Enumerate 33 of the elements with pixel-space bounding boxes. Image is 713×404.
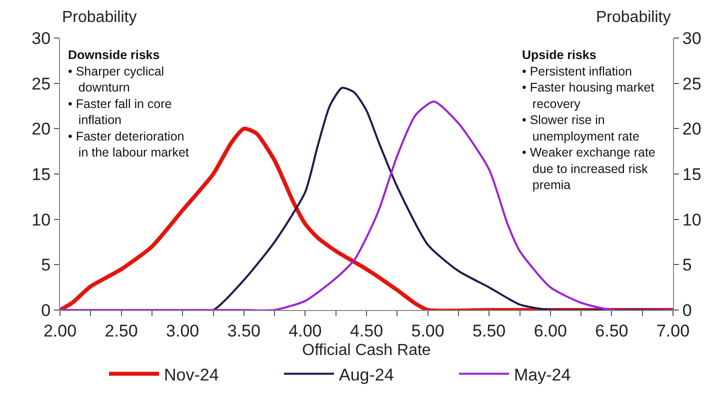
y-tick-label: 10 [32, 210, 51, 230]
legend-label: May-24 [514, 365, 571, 384]
y2-tick-label: 5 [682, 256, 692, 275]
y2-tick-label: 25 [682, 74, 702, 94]
x-tick-label: 4.00 [288, 321, 322, 340]
x-tick-label: 6.00 [534, 321, 567, 340]
x-tick-label: 2.50 [104, 321, 138, 340]
y-tick-label: 0 [41, 300, 51, 320]
x-tick-label: 5.00 [411, 321, 444, 340]
y-tick-label: 25 [32, 74, 51, 94]
x-tick-label: 2.00 [43, 321, 77, 340]
y-tick-label: 15 [32, 164, 51, 184]
x-tick-label: 6.50 [595, 321, 628, 340]
y2-tick-label: 30 [682, 28, 702, 48]
x-tick-label: 7.00 [656, 321, 690, 340]
y2-tick-label: 15 [682, 164, 702, 184]
y2-tick-label: 20 [682, 120, 702, 139]
y-tick-label: 20 [32, 120, 51, 139]
y-axis-title: Probability [62, 9, 137, 26]
x-axis-title: Official Cash Rate [302, 342, 431, 360]
text: Upside risks • Persistent inflation • Faster housing market recovery • Slower rise in unemployment rate • Weaker exchange rate due to increased risk premia [522, 48, 656, 192]
legend-label: Nov-24 [164, 365, 219, 384]
y-tick-label: 30 [32, 28, 51, 48]
y2-tick-label: 10 [682, 210, 702, 230]
x-tick-label: 3.50 [227, 321, 260, 340]
y-tick-label: 5 [41, 256, 51, 275]
x-tick-label: 3.00 [166, 321, 200, 340]
y2-tick-label: 0 [682, 300, 692, 320]
legend-label: Aug-24 [339, 365, 394, 384]
x-tick-label: 5.50 [472, 321, 506, 340]
y2-axis-title: Probability [596, 9, 671, 26]
x-tick-label: 4.50 [350, 321, 384, 340]
annotation: Downside risks • Sharper cyclical downturn • Faster fall in core inflation • Faster deterioration in the labour market [68, 48, 190, 160]
